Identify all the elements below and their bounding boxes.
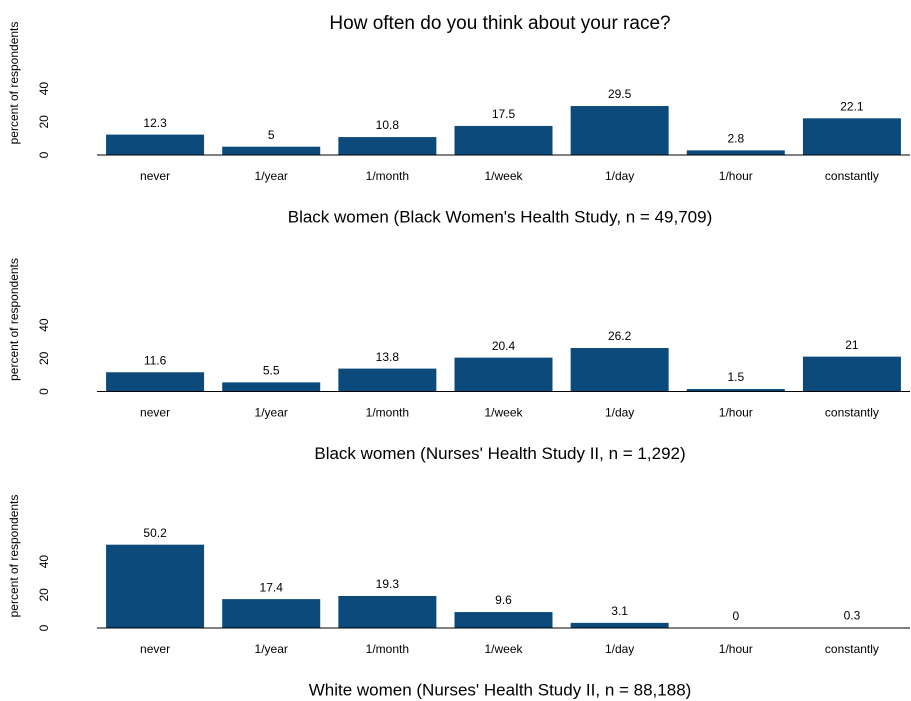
value-label: 2.8 [727, 132, 744, 146]
value-label: 5.5 [263, 364, 280, 378]
x-tick-label: 1/year [255, 642, 288, 656]
x-tick-label: 1/hour [719, 642, 753, 656]
x-tick-label: 1/month [366, 169, 409, 183]
bar [338, 368, 437, 392]
bar [106, 372, 205, 392]
value-label: 10.8 [376, 118, 400, 132]
value-label: 5 [268, 128, 275, 142]
y-tick-label: 20 [37, 115, 51, 129]
x-tick-label: 1/hour [719, 406, 753, 420]
y-tick-label: 0 [37, 151, 51, 158]
value-label: 17.5 [492, 107, 516, 121]
x-tick-label: never [140, 169, 170, 183]
value-label: 9.6 [495, 593, 512, 607]
x-tick-label: constantly [825, 169, 879, 183]
value-label: 26.2 [608, 329, 632, 343]
x-tick-label: never [140, 642, 170, 656]
bar [106, 134, 205, 155]
value-label: 20.4 [492, 339, 516, 353]
x-tick-label: never [140, 406, 170, 420]
x-tick-label: 1/year [255, 169, 288, 183]
bar [802, 118, 901, 155]
bar [338, 137, 437, 155]
y-tick-label: 40 [37, 82, 51, 96]
chart-subtitle: White women (Nurses' Health Study II, n … [309, 680, 692, 699]
y-tick-label: 20 [37, 351, 51, 365]
value-label: 22.1 [840, 99, 864, 113]
bar [222, 146, 321, 155]
y-axis-title: percent of respondents [7, 22, 21, 145]
x-tick-label: 1/week [484, 642, 523, 656]
value-label: 12.3 [143, 116, 167, 130]
x-tick-label: 1/day [605, 169, 634, 183]
bar [802, 356, 901, 392]
chart-title: How often do you think about your race? [329, 13, 670, 34]
value-label: 11.6 [144, 353, 167, 367]
x-tick-label: 1/week [484, 169, 523, 183]
x-tick-label: constantly [825, 642, 879, 656]
value-label: 1.5 [727, 370, 744, 384]
bar [222, 599, 321, 628]
bar [454, 357, 553, 392]
y-axis-title: percent of respondents [7, 495, 21, 618]
chart-subtitle: Black women (Black Women's Health Study,… [288, 207, 713, 226]
value-label: 29.5 [608, 87, 632, 101]
value-label: 17.4 [260, 580, 284, 594]
value-label: 0.3 [844, 609, 861, 623]
bar [686, 150, 785, 155]
value-label: 3.1 [611, 604, 628, 618]
y-tick-label: 0 [37, 624, 51, 631]
bar [570, 106, 669, 155]
x-tick-label: 1/day [605, 642, 634, 656]
value-label: 13.8 [376, 350, 400, 364]
bar [454, 125, 553, 155]
x-tick-label: 1/month [366, 406, 409, 420]
y-axis-title: percent of respondents [7, 258, 21, 381]
x-tick-label: 1/month [366, 642, 409, 656]
x-tick-label: 1/day [605, 406, 634, 420]
chart-subtitle: Black women (Nurses' Health Study II, n … [314, 444, 685, 463]
bar [222, 382, 321, 392]
y-tick-label: 0 [37, 388, 51, 395]
bar [570, 348, 669, 392]
y-tick-label: 20 [37, 588, 51, 602]
bar [686, 389, 785, 392]
x-tick-label: constantly [825, 406, 879, 420]
x-tick-label: 1/year [255, 406, 288, 420]
bar [454, 612, 553, 628]
y-tick-label: 40 [37, 555, 51, 569]
bar [106, 544, 205, 628]
value-label: 0 [732, 609, 739, 623]
y-tick-label: 40 [37, 318, 51, 332]
x-tick-label: 1/hour [719, 169, 753, 183]
bar [338, 595, 437, 628]
x-tick-label: 1/week [484, 406, 523, 420]
value-label: 19.3 [376, 577, 400, 591]
bar [570, 622, 669, 628]
value-label: 50.2 [143, 526, 167, 540]
value-label: 21 [845, 338, 859, 352]
